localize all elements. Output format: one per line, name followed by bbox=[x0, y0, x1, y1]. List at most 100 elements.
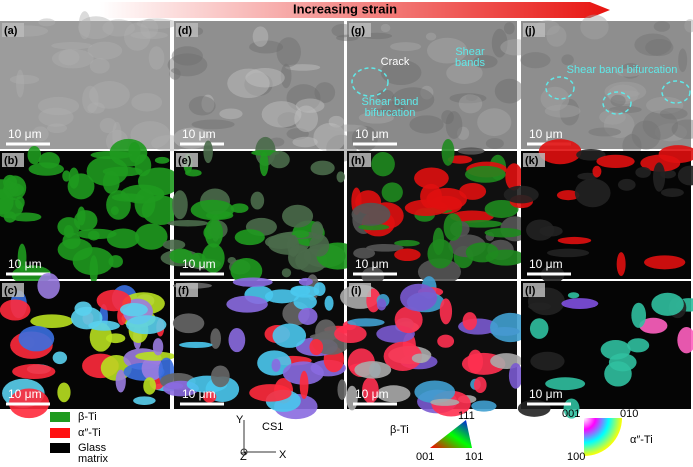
grain bbox=[227, 256, 237, 264]
grain bbox=[30, 314, 74, 329]
grain bbox=[282, 204, 314, 228]
grain bbox=[328, 115, 345, 128]
grain bbox=[576, 148, 606, 161]
grain bbox=[230, 258, 263, 284]
grain bbox=[394, 306, 423, 334]
grain bbox=[380, 59, 422, 86]
legend-label: β-Ti bbox=[78, 411, 97, 423]
grain bbox=[99, 118, 117, 134]
ipf-title: β-Ti bbox=[390, 424, 409, 436]
ipf-label: 111 bbox=[458, 410, 475, 422]
grain bbox=[426, 187, 467, 211]
grain bbox=[152, 338, 164, 356]
grain bbox=[446, 62, 483, 84]
ipf-label: 100 bbox=[567, 451, 585, 462]
grain bbox=[450, 210, 494, 223]
grain bbox=[372, 108, 387, 118]
grain bbox=[130, 121, 171, 149]
grain bbox=[538, 139, 582, 165]
grain bbox=[169, 248, 193, 264]
grain bbox=[171, 46, 203, 66]
grain bbox=[660, 188, 684, 197]
grain bbox=[124, 22, 151, 51]
grain bbox=[201, 243, 225, 273]
grain bbox=[609, 106, 642, 114]
axis-label: Y bbox=[236, 414, 244, 426]
grain bbox=[72, 247, 114, 276]
micrograph bbox=[521, 21, 691, 149]
panel-label-bg bbox=[523, 283, 545, 297]
grain bbox=[390, 42, 422, 52]
cs-label: CS1 bbox=[262, 421, 283, 433]
grain bbox=[634, 33, 672, 56]
grain bbox=[459, 220, 503, 228]
grain bbox=[51, 42, 93, 50]
grain bbox=[358, 223, 390, 231]
grain bbox=[148, 46, 165, 70]
grain bbox=[89, 58, 110, 74]
grain bbox=[596, 154, 635, 169]
scale-bar-label: 10 μm bbox=[8, 387, 42, 401]
grain bbox=[110, 206, 119, 216]
grain bbox=[409, 115, 444, 134]
panel-label: (f) bbox=[178, 285, 189, 297]
grain bbox=[376, 298, 387, 311]
grain bbox=[249, 40, 284, 54]
scale-bar-label: 10 μm bbox=[529, 387, 563, 401]
grain bbox=[457, 126, 470, 140]
grain bbox=[37, 96, 80, 116]
grain bbox=[57, 217, 81, 237]
micrograph bbox=[347, 21, 517, 149]
ipf-label: 001 bbox=[562, 408, 580, 420]
grain bbox=[684, 19, 693, 33]
grain bbox=[490, 312, 531, 343]
grain bbox=[52, 351, 68, 365]
grain bbox=[230, 203, 249, 213]
grain bbox=[420, 85, 434, 100]
grain bbox=[600, 340, 631, 360]
grain bbox=[503, 22, 515, 35]
grain bbox=[298, 307, 318, 325]
grain bbox=[280, 63, 292, 89]
grain bbox=[505, 163, 523, 191]
grain bbox=[465, 93, 478, 102]
axis-z bbox=[240, 448, 248, 456]
grain bbox=[268, 150, 290, 169]
grain bbox=[545, 377, 586, 391]
grain bbox=[391, 87, 435, 112]
grain bbox=[381, 182, 403, 203]
grain bbox=[299, 370, 309, 400]
panel-label-bg bbox=[176, 283, 198, 297]
panel-label-bg bbox=[349, 283, 371, 297]
legend-swatch bbox=[50, 443, 70, 453]
panel-label-bg bbox=[2, 23, 24, 37]
grain bbox=[286, 128, 309, 140]
grain bbox=[228, 328, 246, 353]
grain bbox=[12, 364, 56, 380]
grain bbox=[457, 147, 485, 155]
grain bbox=[616, 252, 626, 277]
grain bbox=[38, 107, 74, 127]
scale-bar-label: 10 μm bbox=[182, 387, 216, 401]
grain bbox=[102, 19, 135, 37]
grain bbox=[219, 108, 243, 120]
grain bbox=[90, 150, 133, 160]
ipf-label: 101 bbox=[465, 451, 483, 462]
grain bbox=[353, 247, 376, 259]
grain bbox=[294, 105, 319, 133]
grain bbox=[336, 171, 345, 183]
grain bbox=[309, 338, 324, 356]
grain bbox=[17, 243, 27, 272]
grain bbox=[245, 67, 285, 88]
strain-arrow bbox=[100, 2, 610, 18]
grain bbox=[577, 172, 599, 180]
grain bbox=[190, 199, 235, 220]
panel-label-bg bbox=[176, 23, 198, 37]
grain bbox=[653, 21, 671, 32]
panel-label: (j) bbox=[525, 25, 536, 37]
grain bbox=[610, 94, 626, 107]
grain bbox=[426, 37, 468, 64]
grain bbox=[494, 78, 524, 104]
grain bbox=[546, 25, 567, 47]
